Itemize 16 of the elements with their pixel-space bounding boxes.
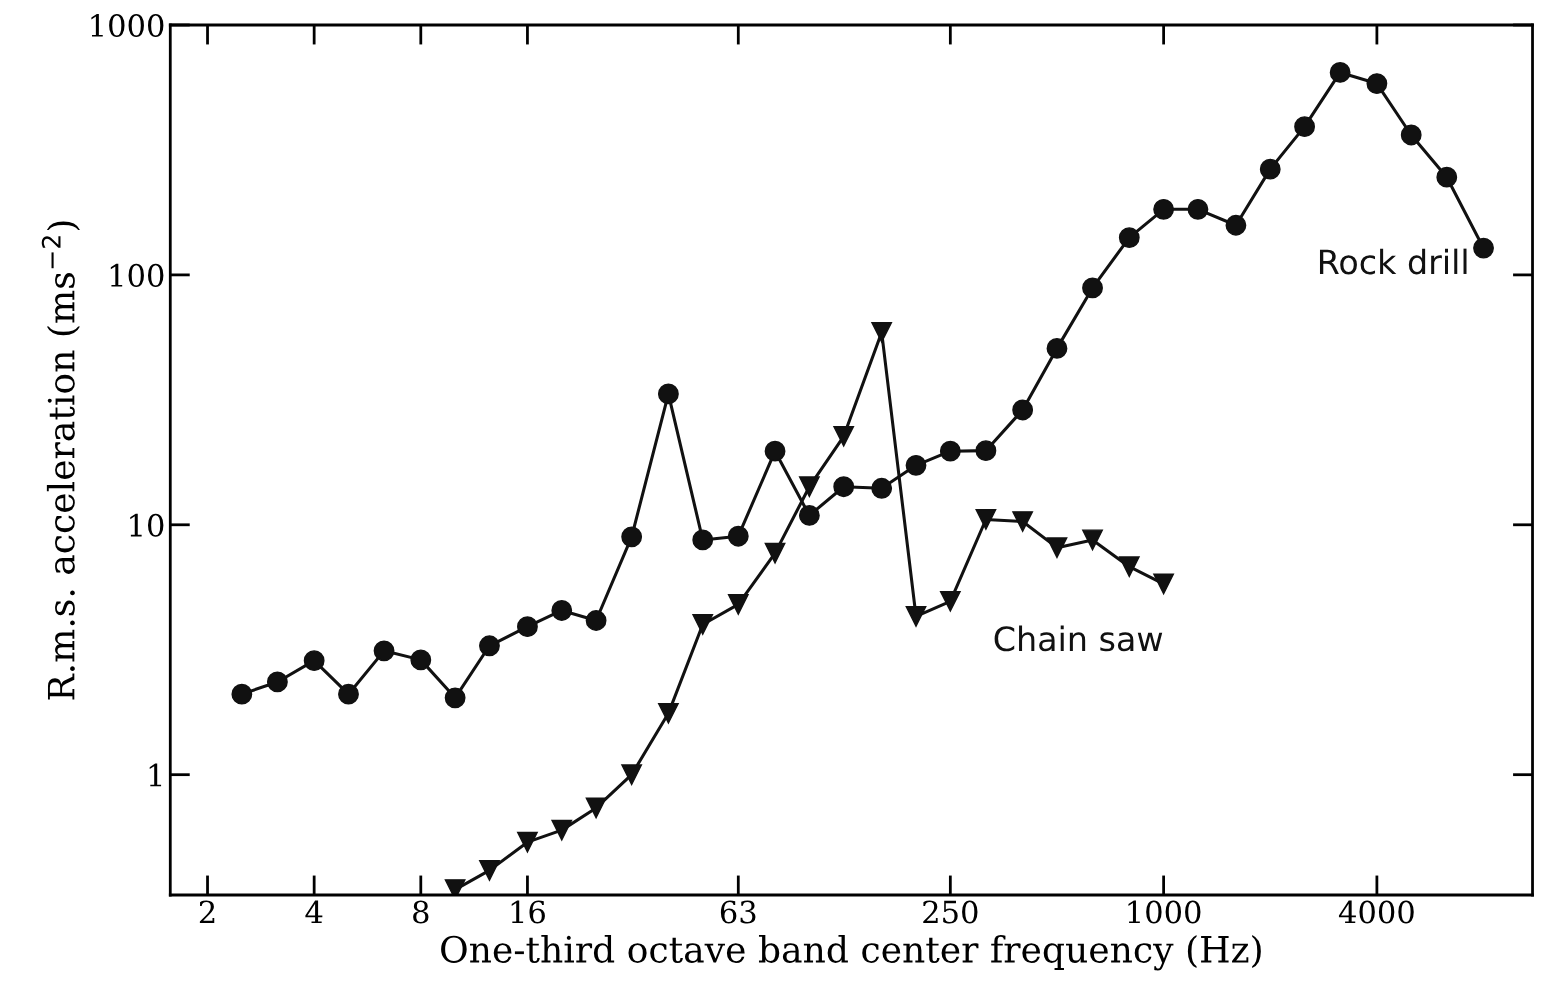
y-tick-label: 100	[110, 263, 164, 287]
x-tick-label: 250	[923, 900, 978, 924]
x-tick-label: 1000	[1128, 900, 1201, 924]
series-label: Rock drill	[1319, 248, 1467, 275]
x-tick-label: 4000	[1338, 900, 1414, 924]
x-tick-label: 16	[511, 900, 545, 924]
x-tick-label: 2	[199, 900, 215, 924]
x-tick-label: 4	[305, 900, 323, 924]
y-tick-label: 10	[130, 513, 164, 537]
series-label: Chain saw	[994, 625, 1163, 652]
x-axis-title: One-third octave band center frequency (Hz)	[441, 934, 1261, 971]
y-axis-title: R.m.s. acceleration (ms$^{−2}$)	[41, 221, 80, 700]
x-tick-label: 8	[413, 900, 429, 924]
x-tick-label: 63	[720, 900, 756, 924]
y-tick-label: 1	[149, 763, 162, 787]
y-tick-label: 1000	[91, 13, 164, 38]
